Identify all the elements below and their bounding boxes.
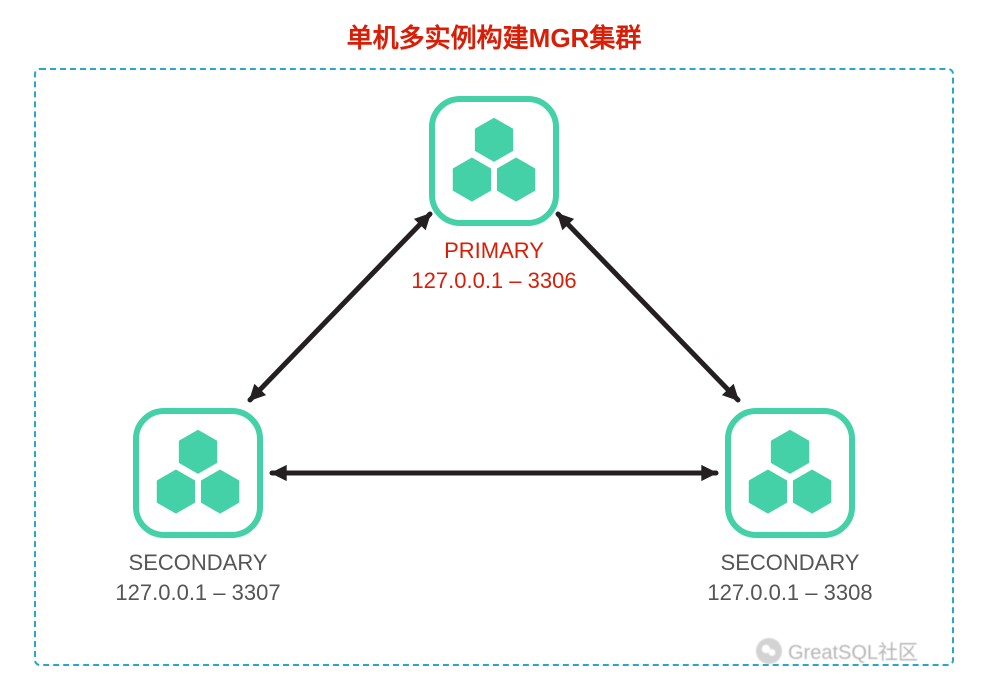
node-secondary-right-addr: 127.0.0.1 – 3308 xyxy=(707,578,872,608)
node-primary-role: PRIMARY xyxy=(411,236,576,266)
db-cluster-icon xyxy=(429,96,559,226)
db-cluster-icon xyxy=(725,408,855,538)
node-secondary-right-role: SECONDARY xyxy=(707,548,872,578)
watermark: GreatSQL社区 xyxy=(756,636,918,665)
node-secondary-right: SECONDARY 127.0.0.1 – 3308 xyxy=(725,408,855,607)
node-primary-addr: 127.0.0.1 – 3306 xyxy=(411,266,576,296)
diagram-title-text: 单机多实例构建MGR集群 xyxy=(347,23,642,53)
node-secondary-right-label: SECONDARY 127.0.0.1 – 3308 xyxy=(707,548,872,607)
node-primary: PRIMARY 127.0.0.1 – 3306 xyxy=(429,96,559,295)
node-secondary-left: SECONDARY 127.0.0.1 – 3307 xyxy=(133,408,263,607)
watermark-text: GreatSQL社区 xyxy=(788,636,918,665)
db-cluster-icon xyxy=(133,408,263,538)
wechat-icon xyxy=(756,638,782,664)
node-secondary-left-role: SECONDARY xyxy=(115,548,280,578)
diagram-title: 单机多实例构建MGR集群 xyxy=(0,18,988,55)
node-primary-label: PRIMARY 127.0.0.1 – 3306 xyxy=(411,236,576,295)
node-secondary-left-addr: 127.0.0.1 – 3307 xyxy=(115,578,280,608)
node-secondary-left-label: SECONDARY 127.0.0.1 – 3307 xyxy=(115,548,280,607)
